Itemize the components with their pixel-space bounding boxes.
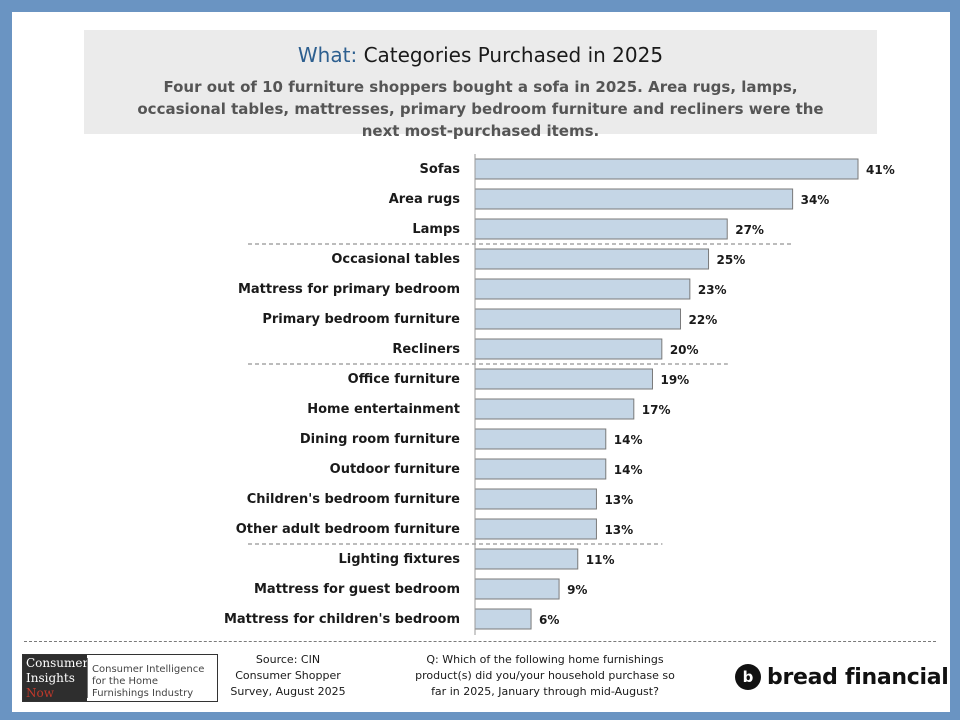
value-label: 9% [567, 583, 587, 597]
value-label: 34% [801, 193, 830, 207]
bar [474, 458, 607, 480]
category-label: Sofas [420, 162, 461, 177]
bar [474, 188, 794, 210]
question-line-2: product(s) did you/your household purcha… [415, 669, 675, 682]
value-label: 23% [698, 283, 727, 297]
logo-line-2: Insights [26, 671, 75, 685]
source-line-1: Source: CIN [255, 653, 321, 666]
chart-title: What: Categories Purchased in 2025 [84, 42, 877, 68]
value-label: 11% [586, 553, 615, 567]
bread-logo-icon: b [735, 664, 761, 690]
question-note: Q: Which of the following home furnishin… [410, 652, 680, 700]
header-panel: What: Categories Purchased in 2025 Four … [84, 30, 877, 140]
logo-line-3: Now [26, 686, 54, 700]
title-text: Categories Purchased in 2025 [363, 43, 664, 67]
value-label: 14% [614, 463, 643, 477]
bar [474, 488, 597, 510]
chart-subtitle: Four out of 10 furniture shoppers bought… [137, 78, 824, 140]
category-label: Mattress for guest bedroom [254, 582, 460, 597]
value-label: 14% [614, 433, 643, 447]
bar [474, 398, 635, 420]
category-label: Lamps [412, 222, 460, 237]
bar [474, 278, 691, 300]
category-label: Home entertainment [307, 402, 460, 417]
bar-chart: Sofas 41% Area rugs 34% Lamps 27% Occasional t… [224, 154, 895, 635]
bar [474, 218, 728, 240]
category-label: Lighting fixtures [338, 552, 460, 567]
bar [474, 308, 682, 330]
category-label: Recliners [392, 342, 460, 357]
category-label: Mattress for children's bedroom [224, 612, 460, 627]
bar [474, 158, 859, 180]
value-label: 22% [689, 313, 718, 327]
category-label: Children's bedroom furniture [247, 492, 460, 507]
source-line-3: Survey, August 2025 [230, 685, 346, 698]
bar [474, 578, 560, 600]
bar [474, 248, 710, 270]
category-label: Primary bedroom furniture [262, 312, 460, 327]
cin-logo-block: Consumer Insights Now [23, 655, 89, 701]
logo-line-1: Consumer [26, 656, 89, 670]
cin-logo-text: Consumer Intelligence for the Home Furni… [87, 658, 217, 699]
bread-logo-text: bread financial [767, 664, 949, 690]
question-line-1: Q: Which of the following home furnishin… [426, 653, 664, 666]
value-label: 27% [735, 223, 764, 237]
category-label: Dining room furniture [300, 432, 460, 447]
source-note: Source: CIN Consumer Shopper Survey, Aug… [218, 652, 358, 700]
value-label: 20% [670, 343, 699, 357]
footer-divider [24, 641, 936, 642]
bar [474, 338, 663, 360]
value-label: 25% [717, 253, 746, 267]
bar [474, 548, 579, 570]
category-label: Office furniture [348, 372, 461, 387]
value-label: 19% [660, 373, 689, 387]
category-label: Occasional tables [331, 252, 460, 267]
category-label: Other adult bedroom furniture [236, 522, 460, 537]
bar [474, 428, 607, 450]
value-label: 6% [539, 613, 559, 627]
category-label: Area rugs [389, 192, 461, 207]
value-label: 17% [642, 403, 671, 417]
bread-financial-logo: b bread financial [735, 662, 949, 692]
value-label: 13% [604, 493, 633, 507]
bar [474, 518, 597, 540]
value-label: 13% [604, 523, 633, 537]
title-accent: What: [297, 43, 358, 67]
cin-logo: Consumer Insights Now Consumer Intellige… [22, 654, 218, 702]
source-line-2: Consumer Shopper [235, 669, 341, 682]
value-label: 41% [866, 163, 895, 177]
category-label: Mattress for primary bedroom [238, 282, 460, 297]
category-label: Outdoor furniture [330, 462, 461, 477]
question-line-3: far in 2025, January through mid-August? [431, 685, 659, 698]
bar [474, 368, 653, 390]
bar [474, 608, 532, 630]
